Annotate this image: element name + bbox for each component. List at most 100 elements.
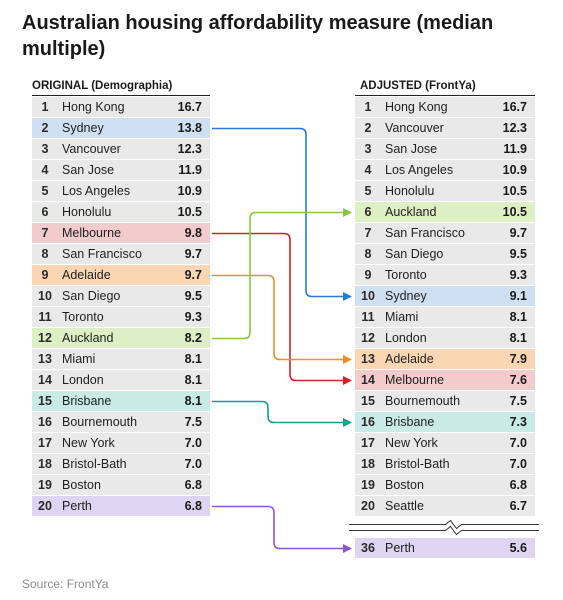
connector-melbourne bbox=[212, 232, 344, 382]
table-row: 4 San Jose 11.9 bbox=[32, 160, 210, 181]
city-cell: Auckland bbox=[62, 331, 114, 345]
table-row: 12 London 8.1 bbox=[355, 328, 535, 349]
city-cell: Bristol-Bath bbox=[62, 457, 127, 471]
table-row: 9 Adelaide 9.7 bbox=[32, 265, 210, 286]
rank-cell: 10 bbox=[361, 289, 375, 303]
rank-cell: 17 bbox=[361, 436, 375, 450]
table-row: 1 Hong Kong 16.7 bbox=[355, 97, 535, 118]
value-cell: 16.7 bbox=[177, 100, 202, 114]
chart-title: Australian housing affordability measure… bbox=[22, 12, 494, 60]
value-cell: 6.8 bbox=[509, 478, 527, 492]
value-cell: 5.6 bbox=[509, 541, 527, 555]
table-row: 1 Hong Kong 16.7 bbox=[32, 97, 210, 118]
table-row: 15 Bournemouth 7.5 bbox=[355, 391, 535, 412]
value-cell: 10.5 bbox=[177, 205, 202, 219]
value-cell: 9.1 bbox=[509, 289, 527, 303]
city-cell: Boston bbox=[62, 478, 101, 492]
city-cell: Miami bbox=[385, 310, 419, 324]
value-cell: 9.5 bbox=[184, 289, 202, 303]
arrowhead-adelaide bbox=[343, 355, 352, 364]
value-cell: 9.7 bbox=[184, 268, 202, 282]
rank-cell: 10 bbox=[38, 289, 52, 303]
rank-cell: 9 bbox=[364, 268, 372, 282]
table-row: 17 New York 7.0 bbox=[32, 433, 210, 454]
rank-cell: 20 bbox=[361, 499, 375, 513]
city-cell: San Francisco bbox=[62, 247, 142, 261]
city-cell: San Jose bbox=[62, 163, 115, 177]
table-row: 36 Perth 5.6 bbox=[355, 538, 535, 559]
rank-cell: 14 bbox=[361, 373, 375, 387]
table-row: 11 Toronto 9.3 bbox=[32, 307, 210, 328]
city-cell: Sydney bbox=[385, 289, 427, 303]
table-row: 20 Perth 6.8 bbox=[32, 496, 210, 517]
table-row: 4 Los Angeles 10.9 bbox=[355, 160, 535, 181]
table-row: 12 Auckland 8.2 bbox=[32, 328, 210, 349]
rank-cell: 15 bbox=[361, 394, 375, 408]
table-row: 5 Los Angeles 10.9 bbox=[32, 181, 210, 202]
value-cell: 7.6 bbox=[509, 373, 527, 387]
city-cell: Bristol-Bath bbox=[385, 457, 450, 471]
value-cell: 11.9 bbox=[503, 142, 527, 156]
rank-cell: 13 bbox=[361, 352, 375, 366]
value-cell: 7.3 bbox=[509, 415, 527, 429]
table-row: 16 Brisbane 7.3 bbox=[355, 412, 535, 433]
table-row: 13 Miami 8.1 bbox=[32, 349, 210, 370]
table-row: 11 Miami 8.1 bbox=[355, 307, 535, 328]
table-row: 20 Seattle 6.7 bbox=[355, 496, 535, 517]
city-cell: Melbourne bbox=[62, 226, 122, 240]
city-cell: San Jose bbox=[385, 142, 438, 156]
rank-cell: 2 bbox=[364, 121, 372, 135]
adjusted-column-header: ADJUSTED (FrontYa) bbox=[360, 80, 476, 92]
value-cell: 7.0 bbox=[184, 436, 202, 450]
table-row: 10 Sydney 9.1 bbox=[355, 286, 535, 307]
value-cell: 7.9 bbox=[509, 352, 527, 366]
rank-cell: 19 bbox=[38, 478, 52, 492]
table-row: 19 Boston 6.8 bbox=[355, 475, 535, 496]
value-cell: 16.7 bbox=[502, 100, 527, 114]
value-cell: 7.5 bbox=[184, 415, 202, 429]
rank-cell: 3 bbox=[41, 142, 49, 156]
rank-cell: 3 bbox=[364, 142, 372, 156]
table-row: 5 Honolulu 10.5 bbox=[355, 181, 535, 202]
value-cell: 8.1 bbox=[184, 352, 202, 366]
value-cell: 7.0 bbox=[509, 436, 527, 450]
rank-cell: 1 bbox=[364, 100, 372, 114]
city-cell: Vancouver bbox=[62, 142, 121, 156]
city-cell: San Diego bbox=[62, 289, 121, 303]
arrowhead-brisbane bbox=[343, 418, 352, 427]
rank-cell: 6 bbox=[364, 205, 372, 219]
table-row: 6 Auckland 10.5 bbox=[355, 202, 535, 223]
value-cell: 7.0 bbox=[509, 457, 527, 471]
value-cell: 6.8 bbox=[184, 478, 202, 492]
adjusted-header-rule bbox=[355, 95, 535, 96]
city-cell: Vancouver bbox=[385, 121, 444, 135]
table-row: 7 Melbourne 9.8 bbox=[32, 223, 210, 244]
value-cell: 8.1 bbox=[184, 394, 202, 408]
value-cell: 8.1 bbox=[184, 373, 202, 387]
value-cell: 12.3 bbox=[177, 142, 202, 156]
table-row: 6 Honolulu 10.5 bbox=[32, 202, 210, 223]
rank-cell: 12 bbox=[361, 331, 375, 345]
rank-cell: 8 bbox=[364, 247, 372, 261]
city-cell: Boston bbox=[385, 478, 424, 492]
value-cell: 9.3 bbox=[184, 310, 202, 324]
axis-break-mark bbox=[349, 525, 539, 536]
value-cell: 13.8 bbox=[177, 121, 202, 135]
city-cell: Auckland bbox=[385, 205, 437, 219]
city-cell: Melbourne bbox=[385, 373, 445, 387]
value-cell: 7.5 bbox=[509, 394, 527, 408]
city-cell: Miami bbox=[62, 352, 96, 366]
rank-cell: 15 bbox=[38, 394, 52, 408]
value-cell: 6.8 bbox=[184, 499, 202, 513]
value-cell: 11.9 bbox=[178, 163, 202, 177]
city-cell: Sydney bbox=[62, 121, 104, 135]
value-cell: 9.3 bbox=[509, 268, 527, 282]
connector-adelaide bbox=[212, 274, 344, 361]
value-cell: 9.7 bbox=[184, 247, 202, 261]
city-cell: Perth bbox=[385, 541, 415, 555]
connector-perth bbox=[212, 505, 344, 550]
rank-cell: 6 bbox=[41, 205, 49, 219]
table-row: 16 Bournemouth 7.5 bbox=[32, 412, 210, 433]
city-cell: Hong Kong bbox=[385, 100, 448, 114]
table-row: 9 Toronto 9.3 bbox=[355, 265, 535, 286]
